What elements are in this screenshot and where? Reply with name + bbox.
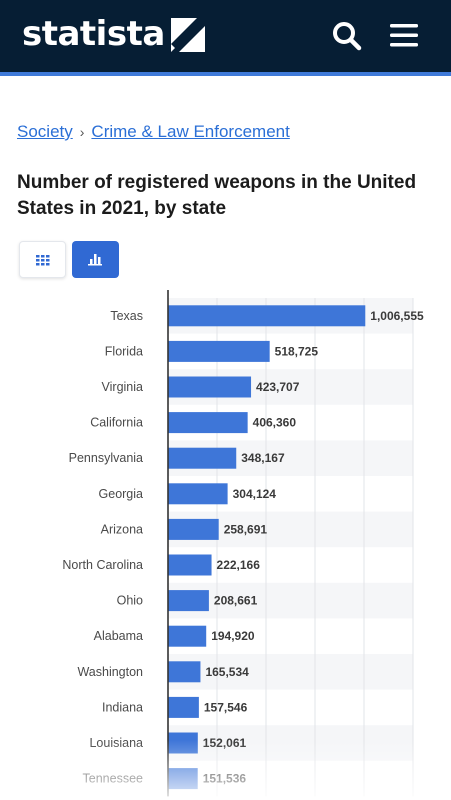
category-label: North Carolina <box>62 558 143 572</box>
category-label: Tennessee <box>83 772 144 786</box>
data-label: 304,124 <box>233 487 277 501</box>
bar <box>168 376 252 398</box>
search-icon <box>333 22 362 51</box>
bar <box>168 696 199 718</box>
data-label: 518,725 <box>275 344 319 358</box>
menu-button[interactable] <box>388 19 422 53</box>
bar <box>168 625 207 647</box>
data-label: 423,707 <box>256 380 300 394</box>
search-button[interactable] <box>330 19 364 53</box>
bar <box>168 590 209 612</box>
category-label: Indiana <box>102 700 143 714</box>
data-label: 208,661 <box>214 594 258 608</box>
bar-chart-icon <box>88 254 102 266</box>
breadcrumb-separator: › <box>79 124 85 140</box>
data-label: 194,920 <box>211 629 255 643</box>
bar <box>168 554 212 576</box>
logo-text: statista <box>22 14 165 54</box>
data-label: 1,006,555 <box>370 309 424 323</box>
category-label: Texas <box>110 309 143 323</box>
breadcrumb-link-society[interactable]: Society <box>17 122 73 141</box>
bar <box>168 483 228 505</box>
data-label: 348,167 <box>241 451 285 465</box>
category-label: Virginia <box>102 380 144 394</box>
hamburger-menu-icon <box>390 24 418 47</box>
category-label: Georgia <box>99 487 144 501</box>
bar <box>168 340 270 362</box>
bar <box>168 732 198 754</box>
category-label: Florida <box>105 344 143 358</box>
data-label: 151,536 <box>203 772 247 786</box>
category-label: Arizona <box>101 522 143 536</box>
table-view-button[interactable] <box>19 241 66 278</box>
data-label: 258,691 <box>224 522 268 536</box>
site-header: statista <box>0 0 451 72</box>
category-label: California <box>90 416 143 430</box>
bar <box>168 447 237 469</box>
category-label: Ohio <box>117 594 143 608</box>
page-title: Number of registered weapons in the Unit… <box>17 172 417 219</box>
breadcrumb-link-crime-law-enforcement[interactable]: Crime & Law Enforcement <box>91 122 290 141</box>
data-label: 222,166 <box>217 558 261 572</box>
data-label: 406,360 <box>253 416 297 430</box>
breadcrumb: Society › Crime & Law Enforcement <box>17 122 290 142</box>
bar <box>168 768 198 790</box>
bar-chart: Texas 1,006,555 Florida 518,725 Virginia 423,… <box>62 290 424 797</box>
category-label: Pennsylvania <box>69 451 143 465</box>
bar <box>168 412 248 434</box>
bar <box>168 661 201 683</box>
chart-view-button[interactable] <box>72 241 119 278</box>
category-label: Washington <box>77 665 143 679</box>
statista-logo[interactable]: statista <box>22 14 205 54</box>
data-label: 152,061 <box>203 736 247 750</box>
logo-mark-icon <box>170 18 205 52</box>
category-label: Louisiana <box>89 736 143 750</box>
data-label: 157,546 <box>204 700 248 714</box>
grid-icon <box>36 255 50 266</box>
bar <box>168 305 366 327</box>
header-accent-bar <box>0 72 451 76</box>
data-label: 165,534 <box>205 665 249 679</box>
bar <box>168 518 219 540</box>
category-label: Alabama <box>94 629 143 643</box>
row-stripe <box>168 654 413 690</box>
